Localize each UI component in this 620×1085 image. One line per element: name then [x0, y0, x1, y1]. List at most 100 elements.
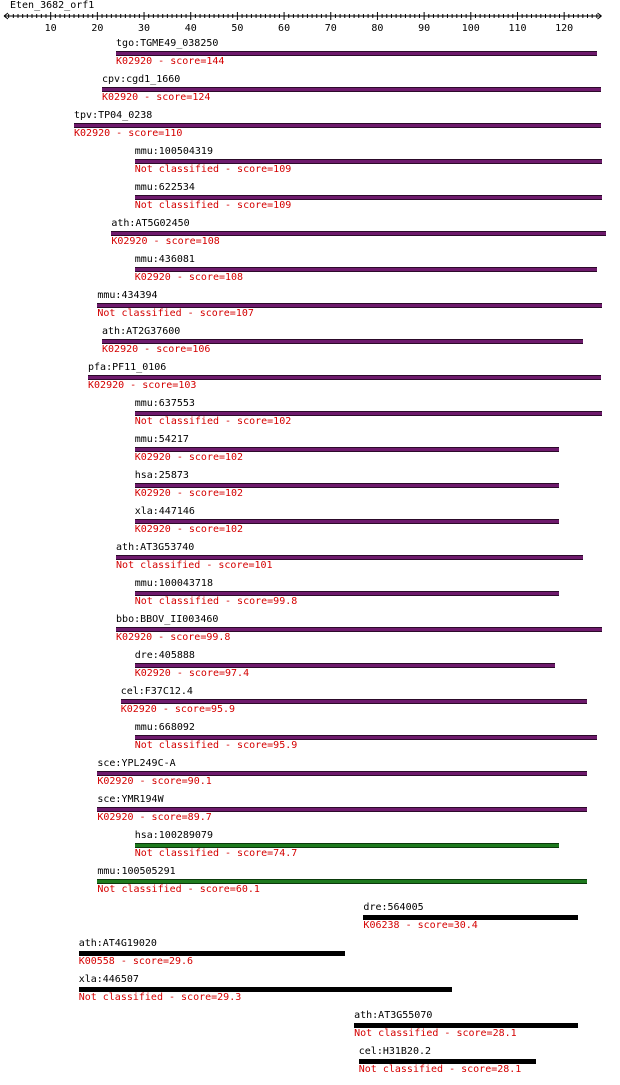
alignment-bar[interactable]: [120, 699, 588, 704]
hit-annotation[interactable]: Not classified - score=60.1: [97, 884, 260, 895]
hit-row[interactable]: bbo:BBOV_II003460 K02920 - score=99.8: [116, 614, 602, 646]
alignment-bar[interactable]: [78, 951, 345, 956]
hit-row[interactable]: cpv:cgd1_1660 K02920 - score=124: [102, 74, 602, 106]
hit-row[interactable]: xla:447146 K02920 - score=102: [134, 506, 560, 538]
hit-name-link[interactable]: sce:YPL249C-A: [97, 758, 176, 769]
hit-name-link[interactable]: hsa:100289079: [134, 830, 213, 841]
hit-annotation[interactable]: Not classified - score=102: [134, 416, 292, 427]
hit-row[interactable]: hsa:25873 K02920 - score=102: [134, 470, 560, 502]
alignment-bar[interactable]: [134, 591, 560, 596]
hit-row[interactable]: sce:YMR194W K02920 - score=89.7: [97, 794, 588, 826]
hit-row[interactable]: pfa:PF11_0106 K02920 - score=103: [88, 362, 602, 394]
hit-name-link[interactable]: mmu:54217: [134, 434, 189, 445]
hit-row[interactable]: dre:564005 K06238 - score=30.4: [363, 902, 579, 934]
alignment-bar[interactable]: [134, 519, 560, 524]
hit-name-link[interactable]: pfa:PF11_0106: [88, 362, 167, 373]
alignment-bar[interactable]: [134, 267, 597, 272]
hit-name-link[interactable]: mmu:436081: [134, 254, 195, 265]
alignment-bar[interactable]: [97, 879, 588, 884]
hit-row[interactable]: tpv:TP04_0238 K02920 - score=110: [74, 110, 602, 142]
hit-annotation[interactable]: Not classified - score=28.1: [358, 1064, 522, 1075]
hit-annotation[interactable]: Not classified - score=29.3: [78, 992, 242, 1003]
hit-row[interactable]: mmu:100505291 Not classified - score=60.1: [97, 866, 588, 898]
hit-annotation[interactable]: K02920 - score=102: [134, 488, 244, 499]
hit-row[interactable]: mmu:100043718 Not classified - score=99.8: [134, 578, 560, 610]
hit-row[interactable]: sce:YPL249C-A K02920 - score=90.1: [97, 758, 588, 790]
hit-annotation[interactable]: Not classified - score=109: [134, 200, 292, 211]
alignment-bar[interactable]: [78, 987, 453, 992]
alignment-bar[interactable]: [358, 1059, 537, 1064]
hit-annotation[interactable]: K00558 - score=29.6: [78, 956, 194, 967]
hit-annotation[interactable]: K02920 - score=108: [134, 272, 244, 283]
hit-name-link[interactable]: mmu:100505291: [97, 866, 176, 877]
hit-row[interactable]: tgo:TGME49_038250 K02920 - score=144: [116, 38, 597, 70]
alignment-bar[interactable]: [134, 735, 597, 740]
hit-row[interactable]: ath:AT2G37600 K02920 - score=106: [102, 326, 583, 358]
alignment-bar[interactable]: [134, 159, 602, 164]
hit-name-link[interactable]: tgo:TGME49_038250: [116, 38, 219, 49]
hit-annotation[interactable]: K02920 - score=90.1: [97, 776, 212, 787]
alignment-bar[interactable]: [134, 447, 560, 452]
hit-row[interactable]: xla:446507 Not classified - score=29.3: [78, 974, 453, 1006]
hit-row[interactable]: ath:AT3G55070 Not classified - score=28.1: [354, 1010, 579, 1042]
hit-name-link[interactable]: cpv:cgd1_1660: [102, 74, 181, 85]
hit-annotation[interactable]: Not classified - score=95.9: [134, 740, 298, 751]
hit-name-link[interactable]: bbo:BBOV_II003460: [116, 614, 219, 625]
hit-name-link[interactable]: xla:447146: [134, 506, 195, 517]
alignment-bar[interactable]: [354, 1023, 579, 1028]
hit-name-link[interactable]: cel:H31B20.2: [358, 1046, 432, 1057]
alignment-bar[interactable]: [134, 195, 602, 200]
hit-annotation[interactable]: K02920 - score=106: [102, 344, 211, 355]
hit-annotation[interactable]: K02920 - score=103: [88, 380, 197, 391]
hit-name-link[interactable]: mmu:637553: [134, 398, 195, 409]
hit-annotation[interactable]: K02920 - score=95.9: [120, 704, 236, 715]
hit-row[interactable]: cel:H31B20.2 Not classified - score=28.1: [358, 1046, 537, 1078]
hit-row[interactable]: mmu:54217 K02920 - score=102: [134, 434, 560, 466]
alignment-bar[interactable]: [102, 87, 602, 92]
hit-annotation[interactable]: Not classified - score=101: [116, 560, 273, 571]
hit-name-link[interactable]: tpv:TP04_0238: [74, 110, 153, 121]
hit-name-link[interactable]: mmu:100504319: [134, 146, 213, 157]
alignment-bar[interactable]: [97, 807, 588, 812]
hit-name-link[interactable]: ath:AT3G53740: [116, 542, 195, 553]
alignment-bar[interactable]: [134, 843, 560, 848]
hit-row[interactable]: mmu:434394 Not classified - score=107: [97, 290, 602, 322]
hit-name-link[interactable]: ath:AT5G02450: [111, 218, 190, 229]
hit-annotation[interactable]: Not classified - score=74.7: [134, 848, 298, 859]
hit-row[interactable]: cel:F37C12.4 K02920 - score=95.9: [120, 686, 588, 718]
alignment-bar[interactable]: [111, 231, 607, 236]
hit-name-link[interactable]: mmu:668092: [134, 722, 195, 733]
hit-annotation[interactable]: K02920 - score=97.4: [134, 668, 250, 679]
alignment-bar[interactable]: [97, 771, 588, 776]
hit-annotation[interactable]: Not classified - score=109: [134, 164, 292, 175]
alignment-bar[interactable]: [116, 51, 597, 56]
hit-annotation[interactable]: K02920 - score=102: [134, 452, 244, 463]
hit-name-link[interactable]: dre:564005: [363, 902, 424, 913]
hit-name-link[interactable]: xla:446507: [78, 974, 139, 985]
alignment-bar[interactable]: [134, 411, 602, 416]
hit-name-link[interactable]: mmu:100043718: [134, 578, 213, 589]
hit-row[interactable]: hsa:100289079 Not classified - score=74.7: [134, 830, 560, 862]
alignment-bar[interactable]: [363, 915, 579, 920]
hit-annotation[interactable]: Not classified - score=107: [97, 308, 254, 319]
hit-row[interactable]: ath:AT3G53740 Not classified - score=101: [116, 542, 583, 574]
hit-name-link[interactable]: hsa:25873: [134, 470, 189, 481]
hit-annotation[interactable]: K02920 - score=110: [74, 128, 183, 139]
hit-name-link[interactable]: ath:AT4G19020: [78, 938, 157, 949]
alignment-bar[interactable]: [134, 663, 555, 668]
hit-name-link[interactable]: sce:YMR194W: [97, 794, 164, 805]
hit-annotation[interactable]: K02920 - score=144: [116, 56, 225, 67]
alignment-bar[interactable]: [97, 303, 602, 308]
alignment-bar[interactable]: [134, 483, 560, 488]
hit-row[interactable]: dre:405888 K02920 - score=97.4: [134, 650, 555, 682]
hit-annotation[interactable]: K02920 - score=89.7: [97, 812, 212, 823]
hit-name-link[interactable]: mmu:622534: [134, 182, 195, 193]
hit-annotation[interactable]: K02920 - score=124: [102, 92, 211, 103]
hit-annotation[interactable]: K06238 - score=30.4: [363, 920, 478, 931]
hit-row[interactable]: mmu:637553 Not classified - score=102: [134, 398, 602, 430]
hit-name-link[interactable]: mmu:434394: [97, 290, 158, 301]
hit-name-link[interactable]: dre:405888: [134, 650, 195, 661]
alignment-bar[interactable]: [102, 339, 583, 344]
hit-row[interactable]: ath:AT4G19020 K00558 - score=29.6: [78, 938, 345, 970]
alignment-bar[interactable]: [88, 375, 602, 380]
